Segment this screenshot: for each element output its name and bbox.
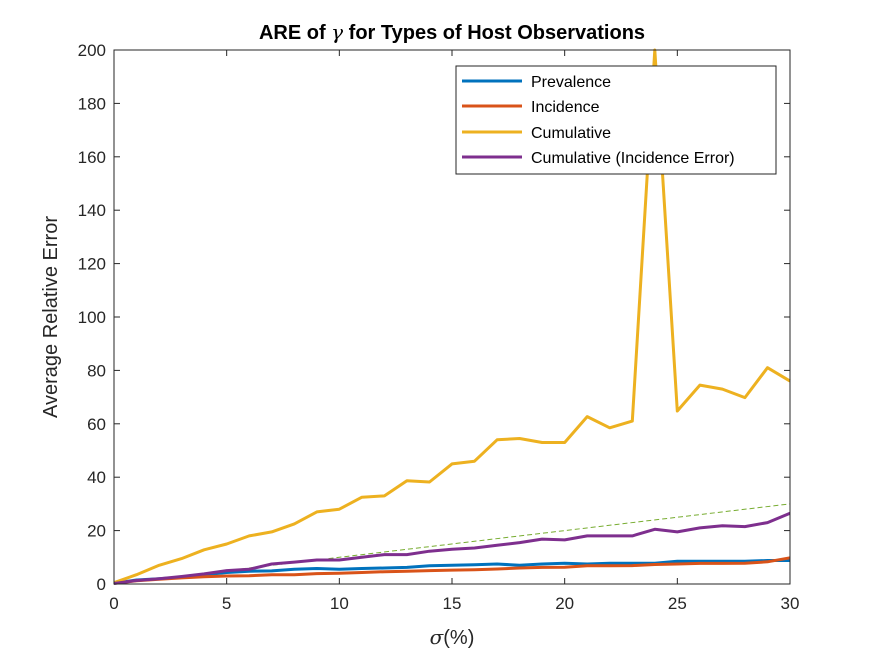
x-tick-label: 25 <box>668 594 687 613</box>
y-tick-label: 180 <box>78 94 106 113</box>
x-axis: 0 5 10 15 20 25 30 <box>109 50 799 613</box>
legend-label-prevalence: Prevalence <box>531 74 611 91</box>
series-line-prevalence <box>113 559 790 585</box>
chart-title: ARE of γ for Types of Host Observations <box>259 20 645 44</box>
y-tick-label: 140 <box>78 201 106 220</box>
y-tick-label: 40 <box>87 468 106 487</box>
legend-label-cumulative: Cumulative <box>531 125 611 142</box>
x-axis-label: σ(%) <box>430 625 475 649</box>
y-tick-label: 60 <box>87 415 106 434</box>
y-axis-label: Average Relative Error <box>40 216 62 418</box>
legend: Prevalence Incidence Cumulative Cumulati… <box>455 65 777 175</box>
y-tick-label: 0 <box>97 575 106 594</box>
y-tick-label: 160 <box>78 148 106 167</box>
series-line-cumulative-incidence-error <box>113 511 791 585</box>
x-tick-label: 15 <box>443 594 462 613</box>
y-tick-label: 100 <box>78 308 106 327</box>
y-axis: 0 20 40 60 80 100 120 140 160 180 200 <box>78 41 790 594</box>
legend-label-cumulative-incidence-error: Cumulative (Incidence Error) <box>531 150 735 167</box>
y-tick-label: 20 <box>87 522 106 541</box>
series-line-cumulative <box>113 48 791 585</box>
x-tick-label: 20 <box>555 594 574 613</box>
x-tick-label: 30 <box>781 594 800 613</box>
y-tick-label: 200 <box>78 41 106 60</box>
y-tick-label: 120 <box>78 255 106 274</box>
x-tick-label: 10 <box>330 594 349 613</box>
x-tick-label: 0 <box>109 594 118 613</box>
series-layer <box>113 48 791 585</box>
legend-label-incidence: Incidence <box>531 99 600 116</box>
series-line-incidence <box>113 556 791 585</box>
x-tick-label: 5 <box>222 594 231 613</box>
y-tick-label: 80 <box>87 361 106 380</box>
